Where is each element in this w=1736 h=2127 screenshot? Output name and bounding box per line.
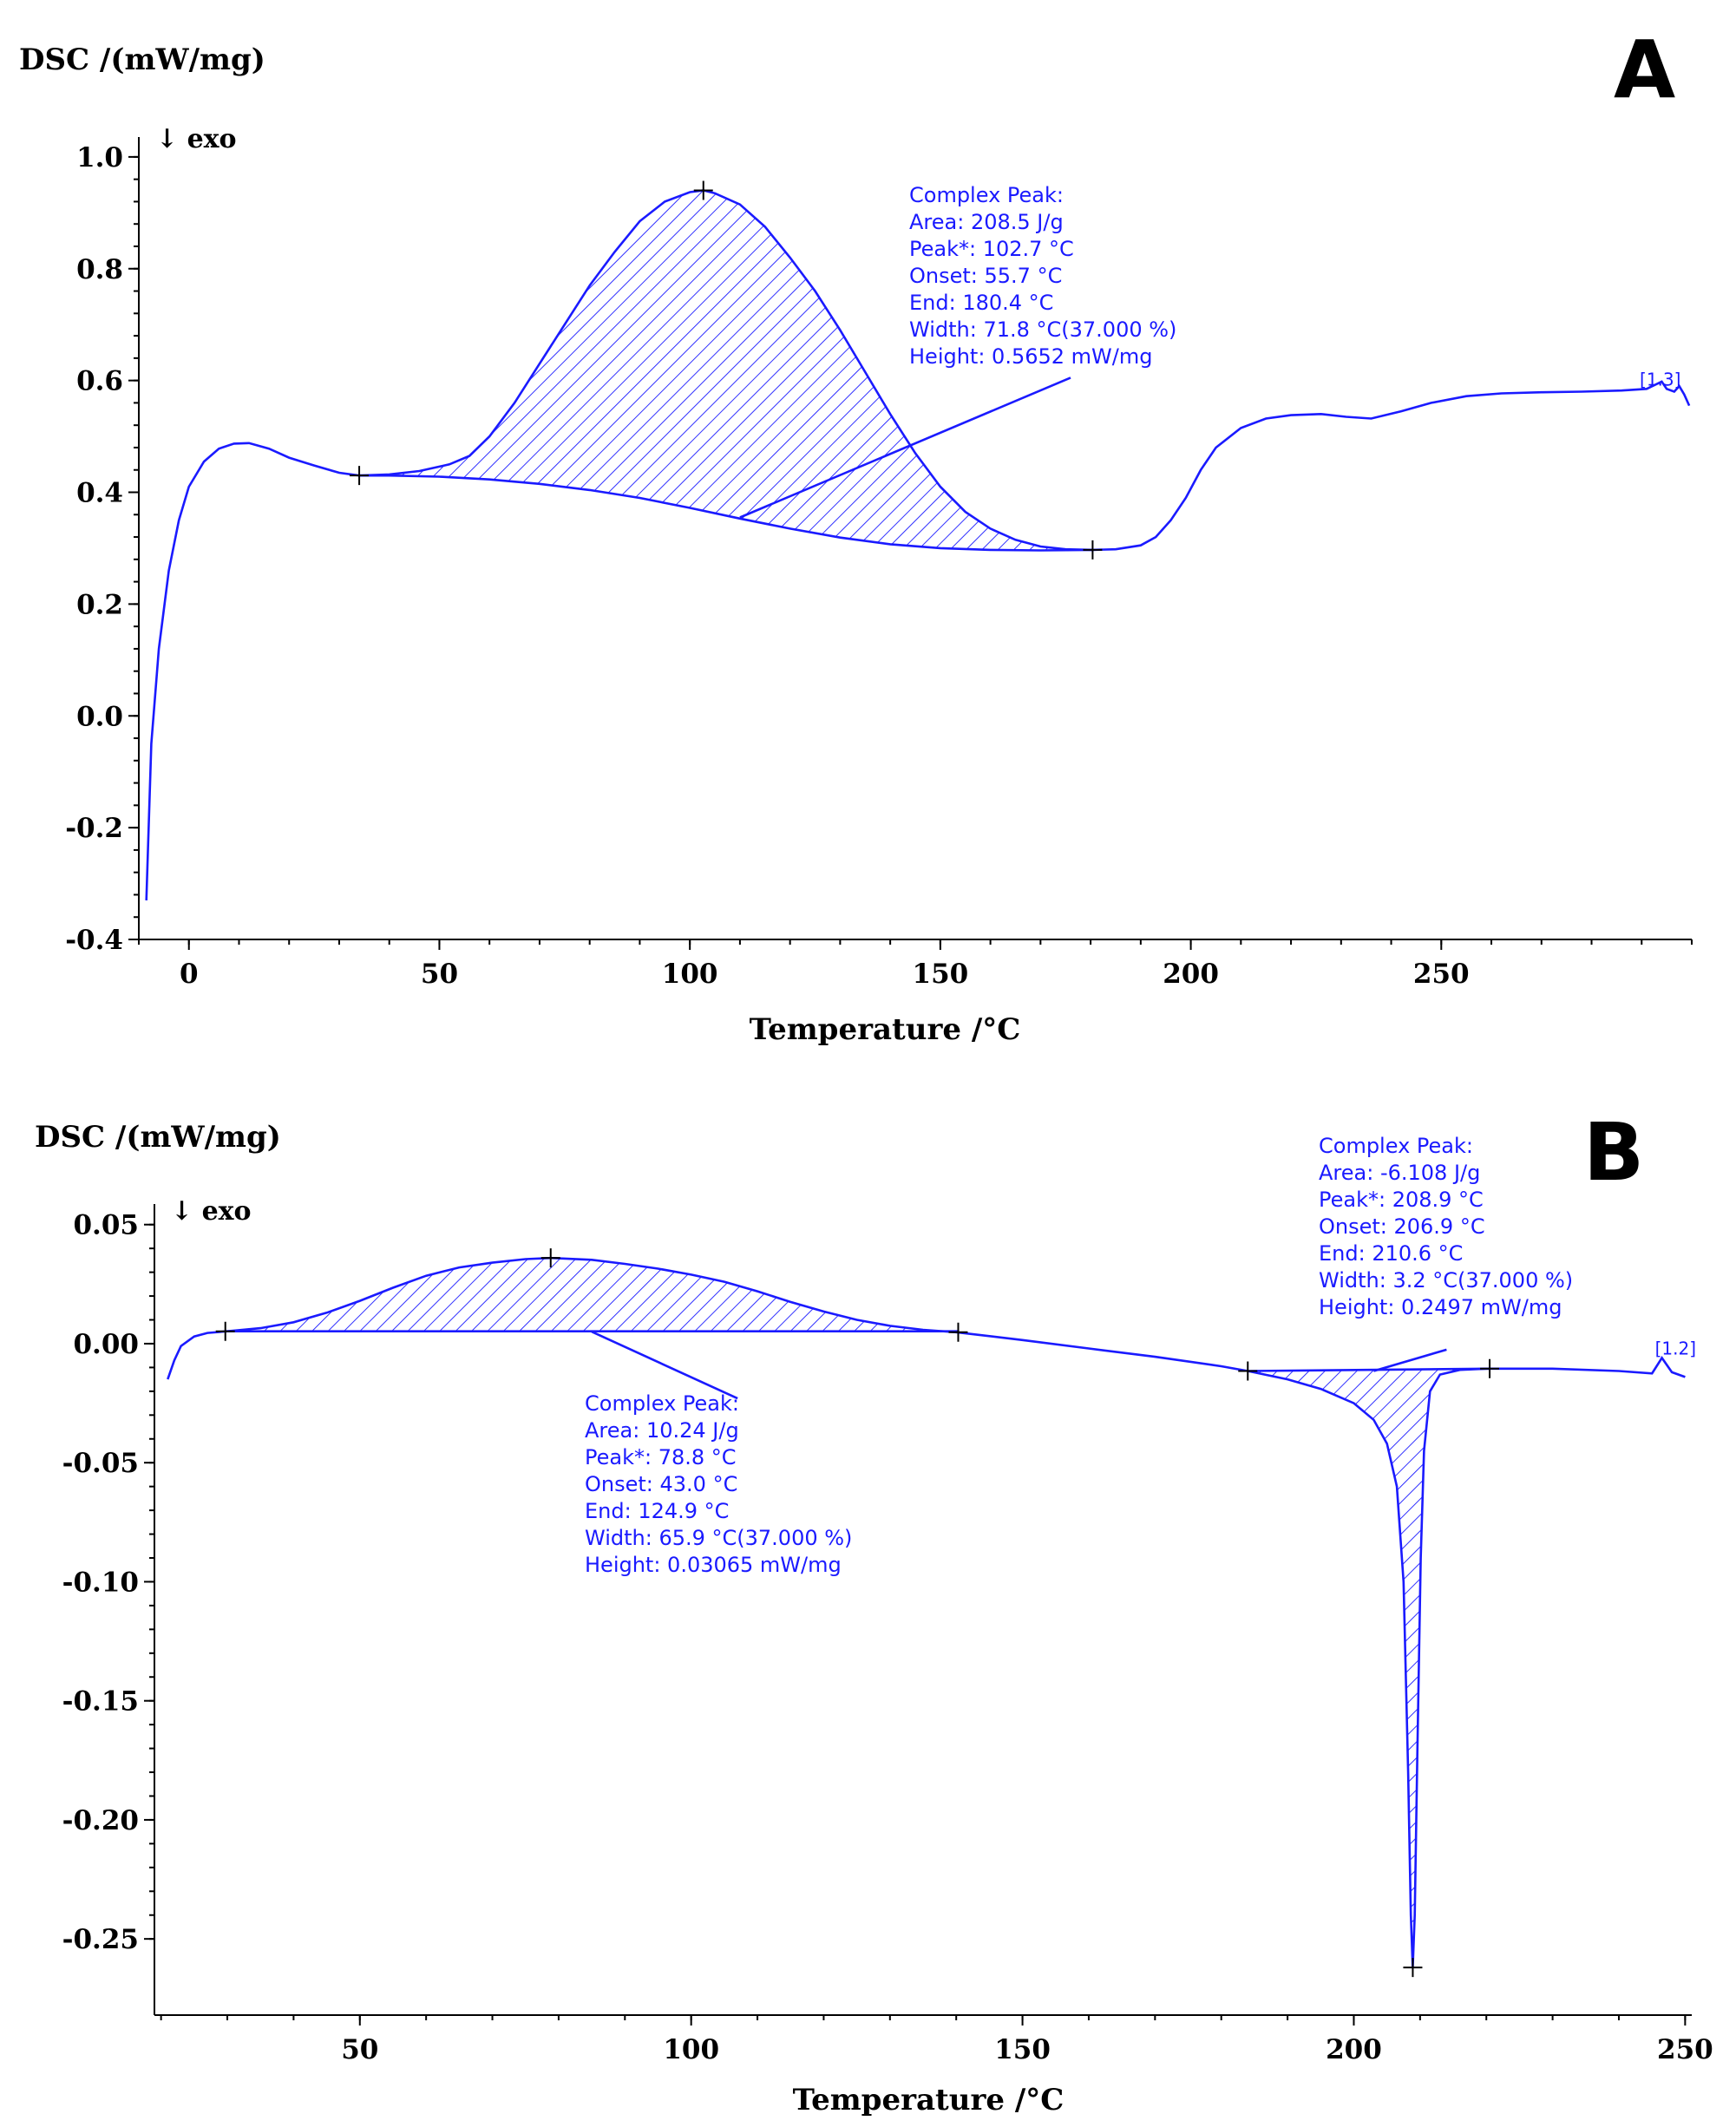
panel-b-y-axis-title: DSC /(mW/mg) (35, 1120, 281, 1155)
panel-b-annotation-2-line: Area: -6.108 J/g (1319, 1161, 1480, 1185)
x-tick-label: 150 (913, 959, 969, 990)
x-tick-label: 50 (341, 2034, 378, 2065)
panel-a-y-axis-title: DSC /(mW/mg) (19, 43, 265, 77)
panel-b-annotation-2: Complex Peak: Area: -6.108 J/g Peak*: 20… (1319, 1134, 1580, 1319)
peak-area-hatch (1248, 1368, 1490, 1968)
peak-marker (350, 466, 370, 486)
peak-marker (540, 1248, 560, 1268)
x-tick-label: 200 (1326, 2034, 1382, 2065)
panel-a-letter: A (1614, 23, 1675, 116)
panel-b-annotation-1-line: Onset: 43.0 °C (585, 1472, 737, 1496)
y-tick-label: 0.00 (73, 1329, 139, 1360)
panel-b-annotation-1-line: Complex Peak: (585, 1391, 739, 1416)
y-tick-label: -0.4 (65, 925, 123, 956)
panel-b-annotation-2-line: Onset: 206.9 °C (1319, 1214, 1485, 1239)
peak-marker (1480, 1358, 1500, 1378)
dsc-curve (167, 1256, 1686, 1968)
x-tick-label: 100 (662, 959, 718, 990)
peak-marker (1083, 540, 1103, 560)
peak-marker (215, 1321, 235, 1341)
panel-b: B DSC /(mW/mg) Temperature /°C ↓ exo 0.0… (35, 1106, 1713, 2117)
panel-b-markers (215, 1248, 1500, 1978)
panel-a-annotation-line: Width: 71.8 °C(37.000 %) (909, 317, 1176, 342)
x-tick-label: 150 (994, 2034, 1051, 2065)
x-tick-label: 200 (1163, 959, 1219, 990)
x-tick-label: 250 (1657, 2034, 1713, 2065)
panel-b-x-axis-title: Temperature /°C (793, 2083, 1065, 2117)
peak-baseline (359, 474, 1093, 552)
panel-b-annotation-2-line: Height: 0.2497 mW/mg (1319, 1295, 1562, 1319)
peak-marker (1238, 1361, 1258, 1381)
x-tick-label: 0 (180, 959, 199, 990)
peak-marker (948, 1322, 968, 1342)
y-tick-label: 0.2 (76, 589, 123, 620)
panel-a-x-axis-title: Temperature /°C (750, 1012, 1021, 1047)
panel-b-leader-line-2 (1373, 1348, 1447, 1372)
panel-a-markers (350, 180, 1103, 560)
panel-b-peak-fill (225, 1257, 1490, 1968)
y-tick-label: 0.05 (73, 1210, 139, 1241)
panel-b-annotation-1: Complex Peak: Area: 10.24 J/g Peak*: 78.… (585, 1391, 859, 1577)
peak-marker (1403, 1958, 1423, 1978)
panel-b-annotation-1-line: Area: 10.24 J/g (585, 1418, 739, 1443)
peak-area-hatch (225, 1257, 959, 1333)
panel-a-annotation-line: Height: 0.5652 mW/mg (909, 344, 1152, 369)
panel-a-leader-line (739, 376, 1071, 519)
x-tick-label: 100 (663, 2034, 719, 2065)
panel-a-annotation-line: Complex Peak: (909, 183, 1064, 207)
y-tick-label: 0.8 (76, 254, 123, 285)
panel-a-annotation: Complex Peak: Area: 208.5 J/g Peak*: 102… (909, 183, 1183, 369)
panel-b-annotation-2-line: End: 210.6 °C (1319, 1241, 1463, 1266)
panel-b-letter: B (1583, 1106, 1644, 1199)
y-tick-label: -0.20 (62, 1805, 139, 1836)
panel-b-annotation-1-line: End: 124.9 °C (585, 1499, 729, 1523)
y-tick-label: 1.0 (76, 142, 123, 173)
peak-baseline (1248, 1367, 1490, 1372)
panel-a-axes: 1.0 0.8 0.6 0.4 0.2 0.0 -0.2 -0.4 0 50 100 150 200 25… (65, 137, 1693, 990)
y-tick-label: -0.2 (65, 813, 123, 844)
panel-b-axes: 0.05 0.00 -0.05 -0.10 -0.15 -0.20 -0.25 50 100 15… (62, 1204, 1713, 2065)
panel-a-annotation-line: Onset: 55.7 °C (909, 264, 1062, 288)
x-tick-label: 50 (421, 959, 458, 990)
peak-marker (693, 180, 713, 200)
panel-b-leader-line-1 (591, 1331, 738, 1400)
panel-a-annotation-line: Peak*: 102.7 °C (909, 237, 1074, 261)
panel-a-exo-label: ↓ exo (156, 124, 237, 154)
panel-a-peak-label: [1.3] (1640, 369, 1680, 389)
panel-b-annotation-1-line: Width: 65.9 °C(37.000 %) (585, 1526, 852, 1550)
y-tick-label: -0.15 (62, 1686, 139, 1718)
panel-a-annotation-line: Area: 208.5 J/g (909, 210, 1064, 234)
x-tick-label: 250 (1413, 959, 1470, 990)
y-tick-label: -0.05 (62, 1448, 139, 1479)
dsc-curve (145, 189, 1691, 900)
panel-b-annotation-2-line: Width: 3.2 °C(37.000 %) (1319, 1268, 1573, 1293)
panel-b-annotation-1-line: Peak*: 78.8 °C (585, 1445, 737, 1469)
y-tick-label: 0.0 (76, 701, 123, 732)
panel-a-annotation-line: End: 180.4 °C (909, 291, 1053, 315)
panel-a: A DSC /(mW/mg) Temperature /°C ↓ exo 1.0… (19, 23, 1693, 1047)
panel-b-annotation-1-line: Height: 0.03065 mW/mg (585, 1553, 842, 1577)
panel-b-curve (167, 1256, 1686, 1968)
panel-b-exo-label: ↓ exo (171, 1196, 252, 1227)
y-tick-label: -0.10 (62, 1567, 139, 1598)
panel-a-curve (145, 189, 1691, 900)
panel-b-peak-label: [1.2] (1655, 1338, 1696, 1358)
y-tick-label: 0.4 (76, 478, 123, 509)
panel-b-annotation-2-line: Complex Peak: (1319, 1134, 1473, 1158)
y-tick-label: -0.25 (62, 1924, 139, 1955)
panel-b-annotation-2-line: Peak*: 208.9 °C (1319, 1188, 1484, 1212)
y-tick-label: 0.6 (76, 366, 123, 397)
